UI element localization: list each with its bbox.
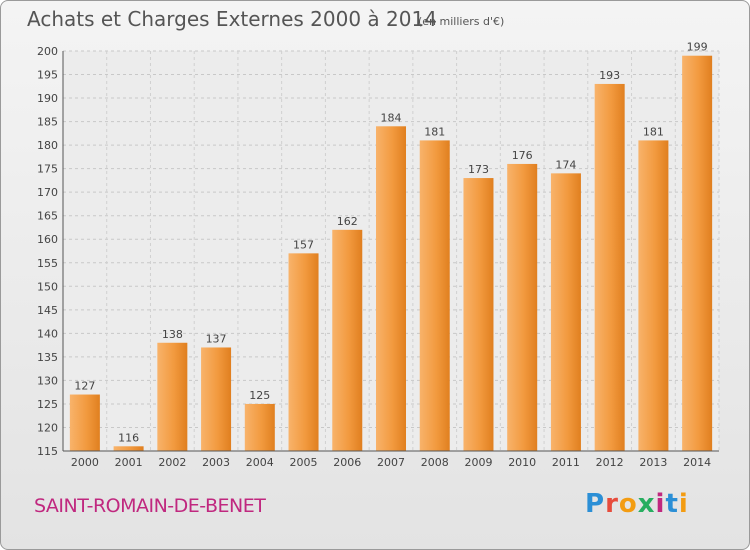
logo-letter: P [585,489,606,519]
x-tick-label: 2002 [158,456,186,469]
x-tick-label: 2007 [377,456,405,469]
bar [332,229,363,451]
bar [113,446,144,451]
bar-value-label: 137 [206,332,227,345]
bar [550,173,581,451]
logo-letter: r [605,489,619,519]
bar [463,178,494,451]
y-tick-label: 150 [37,280,58,293]
bar [69,394,100,451]
bar [682,55,713,452]
logo-letter: i [678,489,689,519]
x-tick-label: 2012 [596,456,624,469]
x-tick-label: 2004 [246,456,274,469]
x-tick-label: 2008 [421,456,449,469]
y-tick-label: 160 [37,233,58,246]
y-tick-label: 170 [37,186,58,199]
logo-letter: t [665,489,679,519]
chart-subtitle: (en milliers d'€) [418,15,505,28]
chart-title: Achats et Charges Externes 2000 à 2014 [27,7,437,31]
bar [201,347,232,451]
y-tick-label: 140 [37,327,58,340]
bar [157,342,188,451]
x-tick-label: 2009 [464,456,492,469]
bar-value-label: 199 [687,41,708,54]
bar [507,163,538,452]
logo-letter: i [655,489,666,519]
logo-letter: o [618,489,638,519]
bar-value-label: 127 [74,380,95,393]
bar-value-label: 174 [555,158,576,171]
x-tick-label: 2014 [683,456,711,469]
x-tick-label: 2000 [71,456,99,469]
bar [638,140,669,452]
y-tick-label: 185 [37,116,58,129]
y-tick-label: 135 [37,351,58,364]
y-tick-label: 165 [37,210,58,223]
bar-value-label: 173 [468,163,489,176]
y-tick-label: 145 [37,304,58,317]
y-tick-label: 190 [37,92,58,105]
x-tick-label: 2006 [333,456,361,469]
bar-value-label: 181 [424,125,445,138]
bar-value-label: 184 [381,111,402,124]
proxiti-logo: Proxiti [585,489,689,519]
x-tick-label: 2010 [508,456,536,469]
bar [376,126,406,451]
bar-value-label: 193 [599,69,620,82]
bar-value-label: 162 [337,215,358,228]
x-tick-label: 2013 [639,456,667,469]
bar [594,83,625,452]
bar-value-label: 116 [118,431,139,444]
bar-value-label: 176 [512,149,533,162]
y-tick-label: 115 [37,445,58,458]
bar [288,253,319,451]
x-tick-label: 2011 [552,456,580,469]
bar [244,403,275,451]
bar-value-label: 138 [162,328,183,341]
y-tick-label: 195 [37,69,58,82]
bar [419,140,450,452]
bar-value-label: 125 [249,389,270,402]
y-tick-label: 180 [37,139,58,152]
town-name: SAINT-ROMAIN-DE-BENET [34,495,266,517]
y-tick-label: 155 [37,257,58,270]
y-tick-label: 125 [37,398,58,411]
bar-value-label: 181 [643,125,664,138]
x-tick-label: 2005 [290,456,318,469]
y-tick-label: 130 [37,374,58,387]
bar-value-label: 157 [293,238,314,251]
y-tick-label: 200 [37,45,58,58]
y-tick-label: 175 [37,163,58,176]
x-tick-label: 2001 [115,456,143,469]
y-tick-label: 120 [37,421,58,434]
x-tick-label: 2003 [202,456,230,469]
logo-letter: x [637,489,656,519]
